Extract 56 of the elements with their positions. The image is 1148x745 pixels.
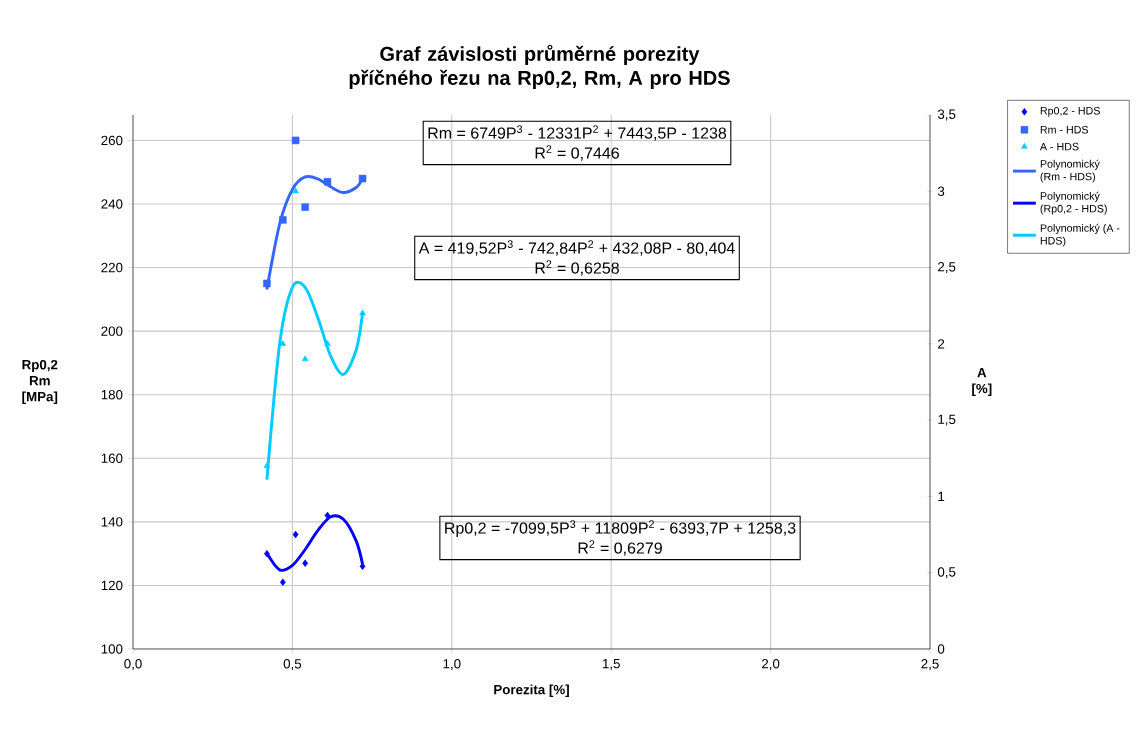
annotation: Rp0,2 = -7099,5P$^{3}$ + 11809P$^{2}$ - 6393,7P + 1258,3 (445, 520, 796, 537)
x-tick-label: 0,0 (124, 659, 142, 671)
point (323, 178, 332, 186)
point (324, 340, 331, 346)
annotation: R$^{2}$ = 0,6279 (578, 540, 662, 556)
legend-label: Rp0,2 - HDS (1040, 106, 1100, 117)
legend-label: Polynomický (A - HDS) (1040, 223, 1120, 247)
y2-tick-label: 3,5 (937, 109, 956, 121)
y2-tick-label: 1 (938, 491, 945, 501)
annotation: Rm = 6749P$^{3}$ - 12331P$^{2}$ + 7443,5P - 1238 (428, 125, 727, 141)
chart-title: Graf závislosti průměrné porezity příčného řezu na Rp0,2, Rm, A pro HDS (349, 44, 730, 89)
point (358, 174, 367, 183)
y2-axis-title: A [%] (972, 368, 992, 396)
point (291, 136, 300, 145)
legend-label: Polynomický (Rp0,2 - HDS) (1040, 191, 1107, 215)
y2-tick-label: 0 (937, 644, 945, 654)
x-tick-label: 2,0 (762, 659, 780, 671)
point (359, 562, 366, 571)
y-tick-label: 140 (101, 517, 123, 527)
point (279, 216, 287, 224)
x-tick-label: 1,5 (602, 659, 620, 670)
point (263, 462, 271, 468)
y2-tick-label: 0,5 (937, 567, 956, 579)
y2-tick-label: 1,5 (938, 414, 956, 426)
annotation: R$^{2}$ = 0,6258 (535, 260, 619, 276)
annotation: R$^{2}$ = 0,7446 (535, 145, 619, 161)
y2-tick-label: 2,5 (938, 262, 956, 274)
y2-tick-label: 2 (938, 339, 945, 349)
y-tick-label: 120 (101, 580, 123, 591)
point (263, 279, 271, 288)
point (301, 355, 309, 362)
y-tick-label: 100 (101, 644, 123, 654)
x-tick-label: 1,0 (443, 659, 461, 671)
point (324, 511, 331, 520)
y2-tick-label: 3 (937, 186, 945, 196)
y-tick-label: 180 (101, 389, 123, 400)
legend-label: A - HDS (1039, 142, 1079, 151)
y-tick-label: 260 (101, 135, 123, 146)
annotation: A = 419,52P$^{3}$ - 742,84P$^{2}$ + 432,08P - 80,404 (418, 240, 735, 256)
legend-label: Rm - HDS (1040, 125, 1089, 134)
x-tick-label: 0,5 (283, 659, 302, 671)
y-tick-label: 220 (101, 262, 123, 273)
y-tick-label: 160 (101, 453, 123, 463)
point (279, 578, 286, 586)
y-axis-title: Rp0,2 Rm [MPa] (22, 359, 58, 405)
point (302, 559, 309, 567)
legend-label: Polynomický (Rm - HDS) (1040, 159, 1100, 183)
point (292, 187, 299, 194)
x-axis-title: Porezita [%] (494, 684, 569, 697)
point (359, 309, 366, 316)
y-tick-label: 200 (101, 326, 123, 336)
x-tick-label: 2,5 (921, 659, 939, 671)
point (301, 203, 309, 211)
y-tick-label: 240 (101, 199, 123, 209)
point (279, 340, 287, 346)
point (292, 530, 299, 539)
